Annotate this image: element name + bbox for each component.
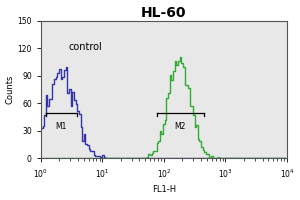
X-axis label: FL1-H: FL1-H (152, 185, 176, 194)
Text: M1: M1 (56, 122, 67, 131)
Title: HL-60: HL-60 (141, 6, 187, 20)
Text: M2: M2 (175, 122, 186, 131)
Y-axis label: Counts: Counts (6, 75, 15, 104)
Text: control: control (69, 42, 102, 52)
